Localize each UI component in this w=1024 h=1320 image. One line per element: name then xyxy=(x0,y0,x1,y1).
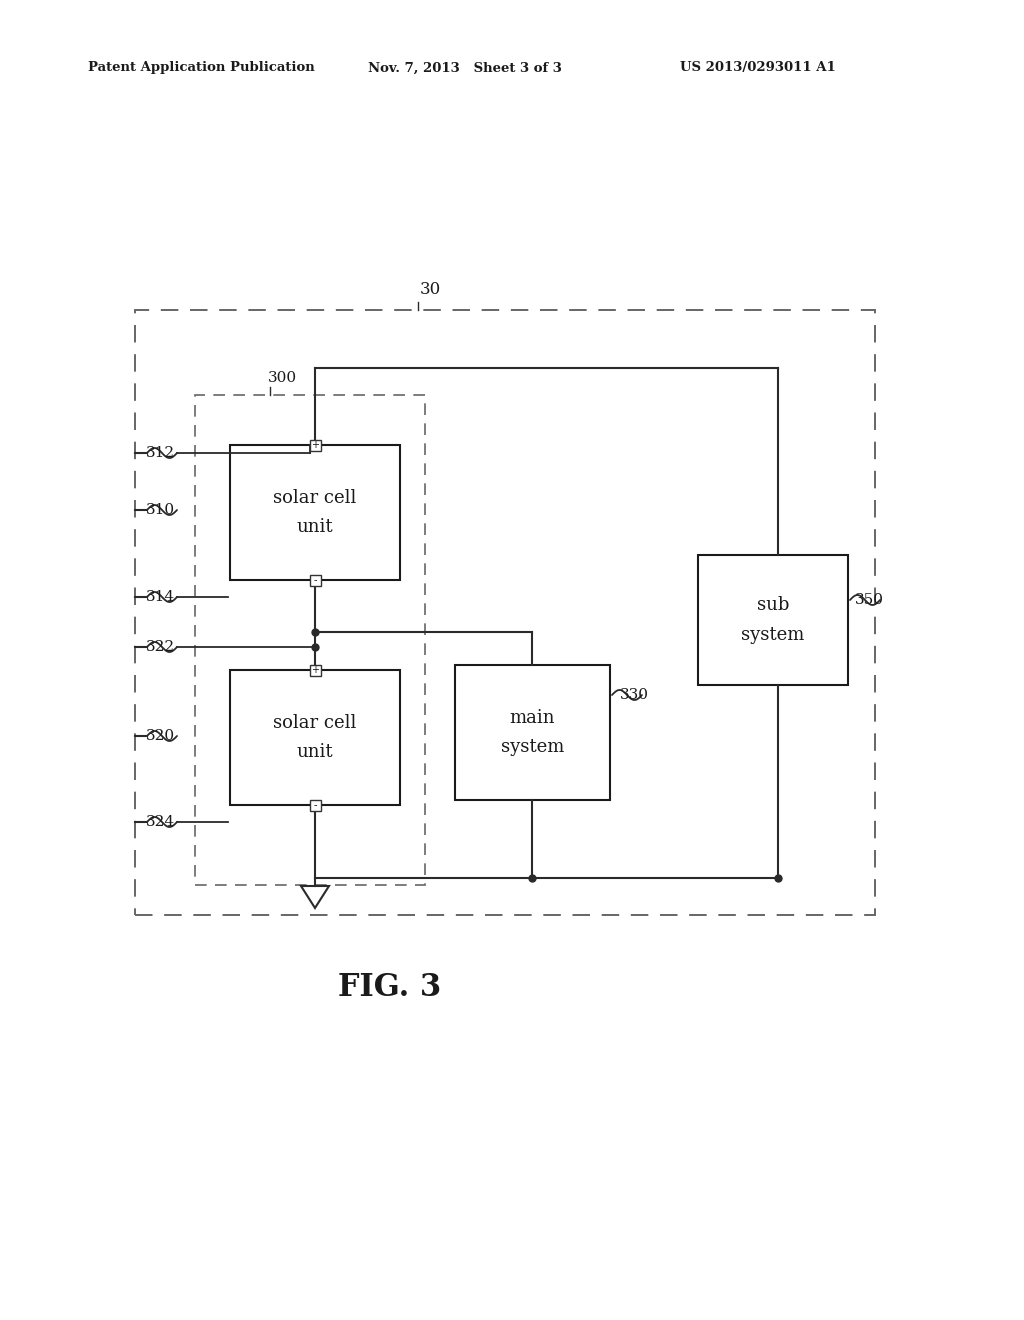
Bar xyxy=(309,440,321,450)
Text: 30: 30 xyxy=(420,281,440,298)
Text: sub
system: sub system xyxy=(741,597,805,644)
Bar xyxy=(195,395,425,884)
Text: 324: 324 xyxy=(145,814,175,829)
Bar xyxy=(309,574,321,586)
Bar xyxy=(309,800,321,810)
Text: 314: 314 xyxy=(145,590,175,605)
Text: solar cell
unit: solar cell unit xyxy=(273,488,356,536)
Text: FIG. 3: FIG. 3 xyxy=(338,973,441,1003)
Text: 322: 322 xyxy=(145,640,175,653)
Text: 350: 350 xyxy=(855,593,884,607)
Text: US 2013/0293011 A1: US 2013/0293011 A1 xyxy=(680,62,836,74)
Text: 312: 312 xyxy=(145,446,175,459)
Text: 330: 330 xyxy=(620,688,649,702)
Text: +: + xyxy=(311,665,319,675)
Bar xyxy=(230,445,400,579)
Text: 300: 300 xyxy=(268,371,297,385)
Text: -: - xyxy=(313,800,316,810)
Bar xyxy=(698,554,848,685)
Text: main
system: main system xyxy=(501,709,564,756)
Text: Nov. 7, 2013   Sheet 3 of 3: Nov. 7, 2013 Sheet 3 of 3 xyxy=(368,62,562,74)
Text: +: + xyxy=(311,440,319,450)
Text: 320: 320 xyxy=(145,729,175,743)
Text: -: - xyxy=(313,576,316,585)
Bar xyxy=(309,664,321,676)
Bar xyxy=(230,671,400,805)
Text: 310: 310 xyxy=(145,503,175,517)
Text: Patent Application Publication: Patent Application Publication xyxy=(88,62,314,74)
Text: solar cell
unit: solar cell unit xyxy=(273,714,356,762)
Bar xyxy=(135,310,874,915)
Bar xyxy=(455,665,610,800)
